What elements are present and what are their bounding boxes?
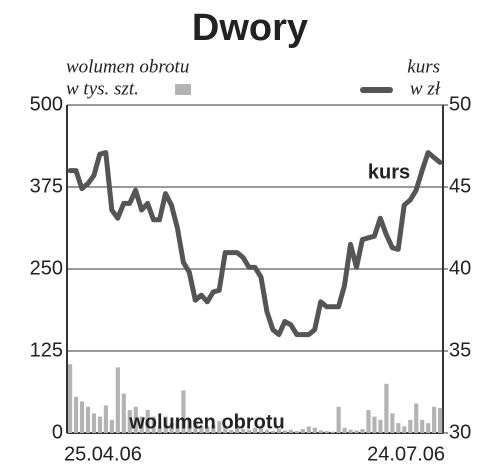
bar	[211, 425, 216, 433]
bar	[390, 413, 395, 433]
legend-label: kurs	[407, 56, 440, 77]
y-tick-label: 0	[52, 421, 63, 443]
bar	[205, 426, 210, 433]
bar	[91, 413, 97, 433]
bar	[181, 390, 186, 433]
y-tick-label: 375	[30, 175, 63, 197]
bar	[199, 426, 204, 433]
bar	[229, 429, 234, 433]
bar	[300, 429, 305, 433]
bar	[414, 403, 419, 433]
y2-tick-label: 30	[449, 421, 471, 443]
bar	[330, 431, 335, 433]
bar	[264, 429, 270, 433]
bar	[109, 419, 114, 433]
y-tick-label: 250	[30, 257, 63, 279]
bar	[342, 427, 347, 433]
bar	[384, 383, 389, 433]
bar	[175, 419, 180, 433]
bar	[402, 426, 407, 433]
bar	[354, 430, 359, 433]
bar	[115, 367, 120, 433]
bar	[127, 410, 132, 433]
bar	[360, 429, 365, 433]
bar	[253, 427, 258, 433]
chart-title: Dwory	[192, 7, 308, 49]
y2-tick-label: 45	[449, 175, 471, 197]
bar	[372, 416, 377, 433]
legend-unit: w tys. szt.	[66, 78, 139, 99]
y2-tick-label: 40	[449, 257, 471, 279]
bar	[426, 423, 431, 433]
bar	[408, 419, 413, 433]
bar	[282, 430, 288, 433]
bar	[68, 364, 73, 433]
bar	[258, 426, 264, 433]
legend-unit: w zł	[410, 78, 441, 99]
bar	[139, 416, 144, 433]
bar	[85, 406, 91, 433]
bar	[270, 431, 276, 433]
legend-label: wolumen obrotu	[66, 56, 189, 77]
bar	[318, 430, 323, 433]
bar	[312, 427, 317, 433]
annotation: wolumen obrotu	[128, 411, 285, 433]
bar	[306, 426, 311, 433]
bar	[103, 405, 108, 433]
bar	[217, 421, 222, 433]
x-tick-label: 24.07.06	[367, 443, 445, 465]
bar	[187, 419, 192, 433]
x-tick-label: 25.04.06	[64, 443, 142, 465]
bar	[324, 431, 329, 433]
bar	[121, 393, 126, 433]
bar	[336, 406, 341, 433]
bar	[378, 419, 383, 433]
legend-swatch	[175, 84, 191, 95]
bar	[133, 406, 138, 433]
y2-tick-label: 35	[449, 339, 471, 361]
bar	[79, 401, 85, 433]
bar	[157, 426, 162, 433]
y-tick-label: 500	[30, 93, 63, 115]
bar	[288, 429, 294, 433]
y-tick-label: 125	[30, 339, 63, 361]
bar	[241, 429, 246, 433]
bar	[294, 431, 299, 433]
bar	[420, 419, 425, 433]
y2-tick-label: 50	[449, 93, 471, 115]
bar	[169, 423, 174, 433]
bar	[193, 423, 198, 433]
bar	[145, 410, 150, 433]
bar	[438, 408, 443, 433]
annotation: kurs	[368, 161, 410, 183]
bar	[235, 427, 240, 433]
bar	[276, 429, 282, 433]
bar	[151, 416, 156, 433]
bar	[348, 429, 353, 433]
bar	[223, 426, 228, 433]
bar	[73, 396, 79, 433]
line	[67, 150, 443, 338]
bar	[247, 429, 252, 433]
bar	[366, 410, 371, 433]
bar	[163, 416, 168, 433]
bar	[432, 406, 437, 433]
bar	[396, 423, 401, 433]
bar	[97, 416, 103, 433]
